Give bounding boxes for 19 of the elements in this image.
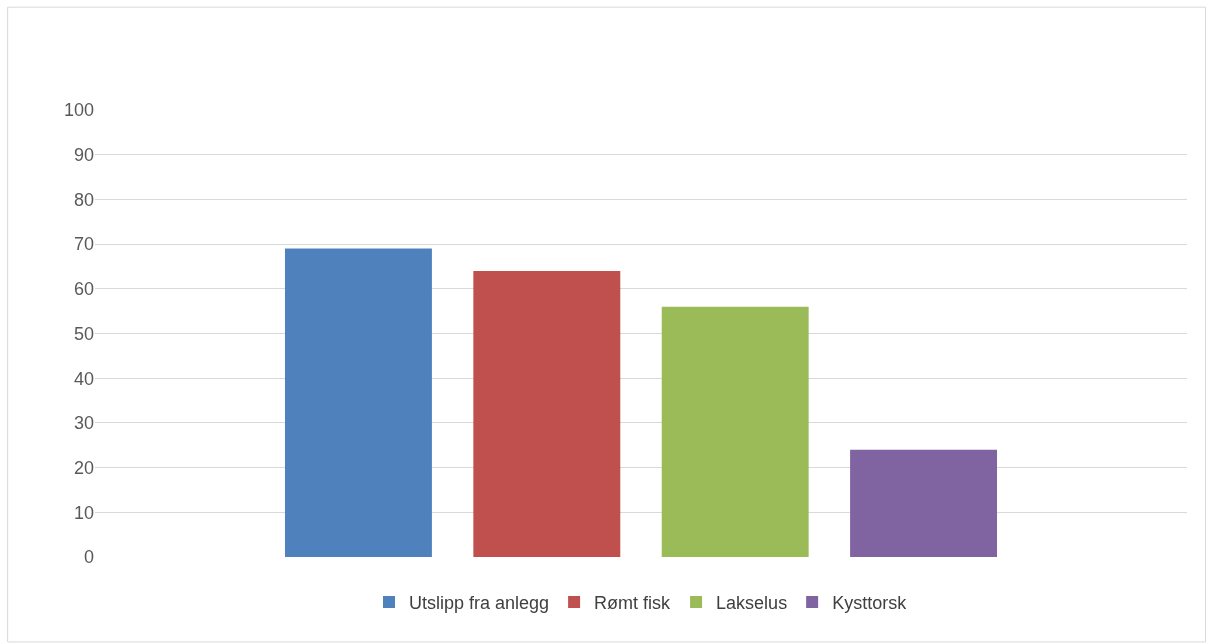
bar (284, 248, 432, 557)
bar (473, 270, 621, 557)
legend-label: Kysttorsk (832, 593, 908, 614)
y-tick-label: 70 (73, 234, 94, 255)
bar (850, 449, 998, 557)
bar (661, 306, 809, 557)
y-tick-label: 60 (73, 279, 94, 300)
y-tick-label: 20 (73, 457, 94, 478)
y-tick-label: 80 (73, 189, 94, 210)
y-tick-label: 50 (73, 323, 94, 344)
y-tick-label: 0 (83, 547, 94, 568)
y-tick-label: 10 (73, 502, 94, 523)
legend-label: Utslipp fra anlegg (409, 593, 550, 614)
y-tick-label: 90 (73, 145, 94, 165)
y-tick-label: 30 (73, 413, 94, 434)
y-tick-label: 100 (63, 100, 94, 121)
legend-label: Rømt fisk (594, 593, 672, 614)
y-tick-label: 40 (73, 368, 94, 389)
legend-label: Lakselus (716, 593, 788, 614)
